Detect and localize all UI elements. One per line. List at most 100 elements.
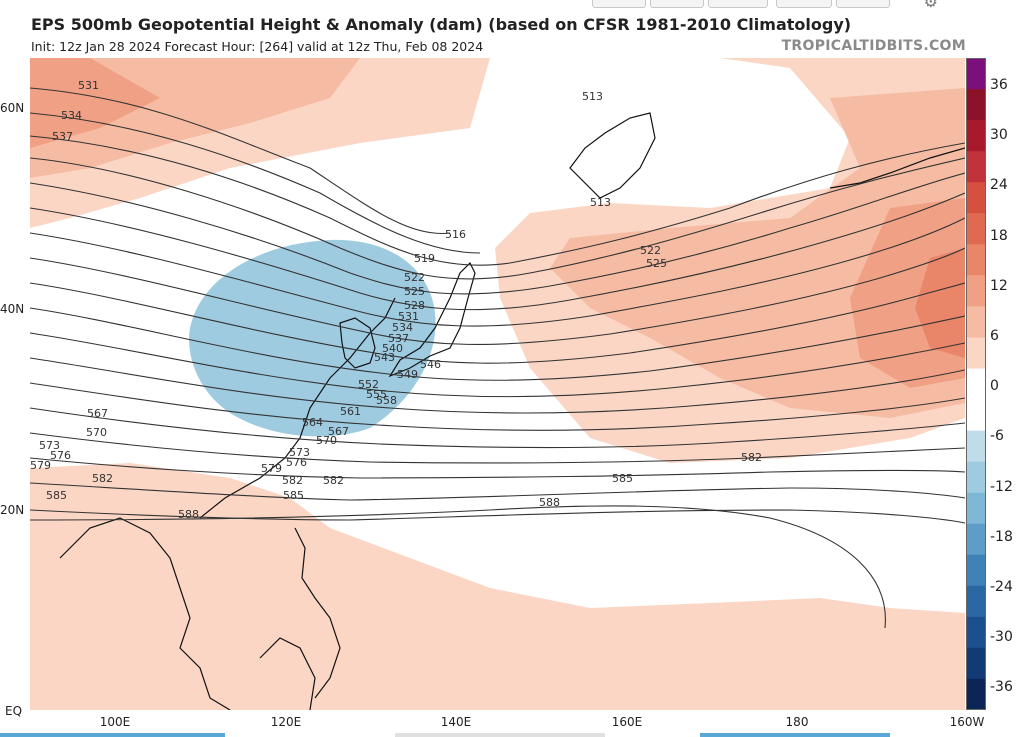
contour-label: 570 [86, 426, 107, 439]
contour-label: 567 [328, 425, 349, 438]
anomaly-pos-east-stronger [915, 248, 965, 358]
contour-label: 531 [398, 310, 419, 323]
contour-label: 570 [316, 434, 337, 447]
contour-label: 573 [39, 439, 60, 452]
coastline-philippines [294, 527, 341, 699]
colorbar-swatch [966, 585, 986, 618]
lon-label-120e: 120E [270, 715, 302, 729]
contour-label: 519 [414, 252, 435, 265]
colorbar-swatch [966, 678, 986, 710]
brand-logo[interactable]: TROPICALTIDBITS.COM [781, 38, 966, 54]
contour-label: 585 [283, 489, 304, 502]
colorbar-label: -12 [990, 478, 1013, 495]
height-contours [30, 87, 965, 629]
contour-label: 522 [404, 271, 425, 284]
toolbar-button[interactable] [708, 0, 768, 8]
contour-label: 525 [404, 285, 425, 298]
contour-label: 573 [289, 446, 310, 459]
coastline-southeast-asia [59, 517, 231, 710]
lat-label-60n: 60N [0, 101, 25, 115]
contour-label: 588 [539, 496, 560, 509]
colorbar-label: -6 [990, 428, 1004, 445]
contour-line [30, 382, 965, 431]
contour-line [30, 505, 886, 629]
lat-label-20n: 20N [0, 503, 25, 517]
colorbar-label: 6 [990, 328, 999, 344]
lat-label-eq: EQ [5, 704, 23, 718]
contour-label: 537 [388, 332, 409, 345]
lon-label-180: 180 [785, 715, 809, 729]
colorbar-swatch [966, 430, 986, 463]
contour-label: 555 [366, 388, 387, 401]
toolbar-button[interactable] [650, 0, 704, 8]
contour-label: 588 [178, 508, 199, 521]
contour-label: 582 [92, 472, 113, 485]
colorbar-swatch [966, 616, 986, 649]
contour-label: 546 [420, 358, 441, 371]
contour-label: 513 [582, 90, 603, 103]
toolbar-button[interactable] [592, 0, 646, 8]
contour-label: 582 [323, 474, 344, 487]
contour-label: 579 [30, 459, 51, 472]
colorbar-label: -36 [990, 679, 1013, 696]
contour-label: 522 [640, 244, 661, 257]
coastline-japan [388, 261, 476, 378]
contour-line [30, 135, 965, 266]
bottom-bar [0, 733, 225, 737]
colorbar-label: 30 [990, 127, 1008, 144]
colorbar-swatch [966, 492, 986, 525]
lon-label-160w: 160W [949, 715, 985, 729]
colorbar-label: 12 [990, 277, 1008, 294]
toolbar-button[interactable] [776, 0, 832, 8]
coastline-kamchatka [569, 112, 656, 199]
colorbar-swatch [966, 554, 986, 587]
contour-line [30, 509, 965, 524]
anomaly-neg-east-asia [189, 239, 436, 437]
contour-label: 558 [376, 394, 397, 407]
colorbar-label: -30 [990, 629, 1013, 646]
contour-label: 561 [340, 405, 361, 418]
contour-label: 543 [374, 351, 395, 364]
colorbar-swatch [966, 399, 986, 432]
contour-line [30, 192, 965, 311]
toolbar-button[interactable] [836, 0, 890, 8]
colorbar-swatch [966, 213, 986, 245]
colorbar-label: 18 [990, 227, 1008, 244]
contour-label: 531 [78, 79, 99, 92]
lon-label-100e: 100E [99, 715, 131, 729]
contour-line [30, 172, 965, 295]
contour-line [30, 307, 965, 381]
contour-line [30, 332, 965, 398]
contour-label: 525 [646, 257, 667, 270]
contour-label: 564 [302, 416, 323, 429]
contour-line [30, 432, 965, 464]
colorbar-swatch [966, 647, 986, 680]
colorbar-swatch [966, 337, 986, 369]
contour-label: 576 [50, 449, 71, 462]
contour-label: 582 [282, 474, 303, 487]
colorbar-swatch [966, 523, 986, 556]
contour-labels: 513 513 516 519 522 522 525 525 528 531 … [30, 79, 762, 521]
anomaly-map: 513 513 516 519 522 522 525 525 528 531 … [30, 58, 965, 710]
colorbar-swatch [966, 58, 986, 90]
lon-label-140e: 140E [440, 715, 472, 729]
contour-label: 534 [61, 109, 82, 122]
contour-label: 576 [286, 456, 307, 469]
contour-label: 540 [382, 342, 403, 355]
contour-line [30, 357, 965, 414]
colorbar-swatch [966, 461, 986, 494]
contour-label: 579 [261, 462, 282, 475]
colorbar-label: 36 [990, 77, 1008, 93]
colorbar-label: -18 [990, 528, 1013, 545]
contour-line [30, 407, 965, 449]
colorbar-border [966, 58, 986, 710]
contour-label: 585 [46, 489, 67, 502]
gear-icon[interactable]: ⚙ [923, 0, 938, 11]
contour-line [30, 457, 965, 479]
contour-line [30, 157, 965, 280]
contour-line [30, 112, 481, 254]
coastline-china [199, 297, 396, 519]
colorbar-swatch [966, 275, 986, 307]
contour-label: 549 [397, 368, 418, 381]
contour-line [30, 482, 965, 501]
